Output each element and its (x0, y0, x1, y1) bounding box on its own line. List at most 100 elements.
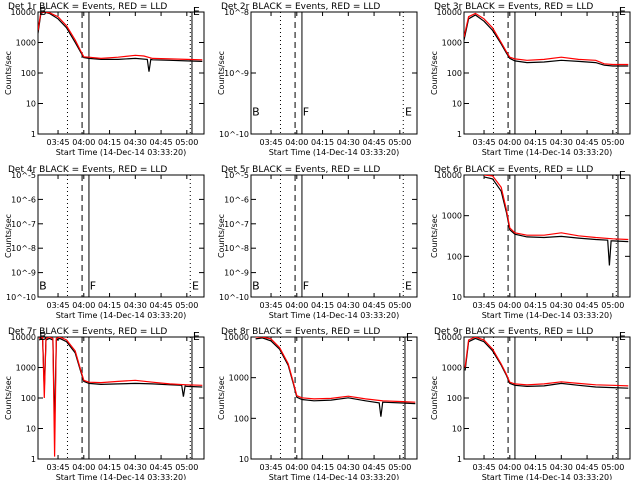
segment-label: F (303, 106, 309, 119)
x-tick-label: 05:00 (601, 301, 624, 310)
chart-panel-2: Det 2r BLACK = Events, RED = LLD 10^-10 10… (217, 2, 418, 157)
x-tick-label: 03:45 (473, 138, 496, 147)
chart-panel-4: Det 4r BLACK = Events, RED = LLD 10^-10 10… (4, 165, 205, 320)
panel-title: Det 1r BLACK = Events, RED = LLD (8, 2, 167, 12)
chart-panel-8: Det 8r BLACK = Events, RED = LLD 10 100 100… (217, 327, 418, 480)
series-line-events (38, 12, 203, 72)
x-tick-label: 04:15 (524, 138, 547, 147)
y-tick-label: 10 (26, 425, 36, 434)
y-axis-label: Counts/sec (217, 214, 226, 258)
segment-label: E (192, 280, 199, 293)
x-tick-label: 04:45 (576, 138, 599, 147)
x-tick-label: 04:30 (550, 138, 573, 147)
x-tick-label: 04:00 (285, 463, 308, 472)
y-tick-label: 10000 (224, 333, 249, 342)
x-tick-label: 04:15 (524, 463, 547, 472)
y-tick-label: 1000 (229, 374, 249, 383)
segment-label: B (252, 106, 260, 119)
series-line-events (464, 14, 629, 67)
x-tick-label: 04:15 (311, 301, 334, 310)
panel-title: Det 9r BLACK = Events, RED = LLD (434, 327, 593, 337)
plot-frame (37, 11, 205, 135)
x-tick-label: 04:30 (550, 463, 573, 472)
panel-title: Det 2r BLACK = Events, RED = LLD (221, 2, 380, 12)
plot-frame (250, 174, 418, 298)
segment-label: E (406, 331, 413, 344)
x-axis-label: Start Time (14-Dec-14 03:33:20) (482, 148, 613, 157)
x-tick-label: 04:45 (363, 463, 386, 472)
x-tick-label: 04:00 (285, 138, 308, 147)
x-tick-label: 04:00 (72, 463, 95, 472)
segment-label: F (303, 280, 309, 293)
x-tick-label: 04:00 (72, 138, 95, 147)
y-tick-label: 10 (452, 100, 462, 109)
panel-title: Det 6r BLACK = Events, RED = LLD (434, 165, 593, 175)
x-tick-label: 04:45 (150, 301, 173, 310)
y-axis-label: Counts/sec (4, 376, 13, 420)
y-tick-label: 10^-8 (11, 244, 36, 253)
x-tick-label: 04:00 (498, 138, 521, 147)
x-tick-label: 04:15 (311, 138, 334, 147)
segment-label: E (193, 330, 200, 343)
plot-frame (37, 174, 205, 298)
x-tick-label: 05:00 (175, 463, 198, 472)
plot-frame (250, 336, 418, 460)
segment-label: E (405, 106, 412, 119)
x-tick-label: 04:30 (337, 463, 360, 472)
segment-label: B (39, 280, 47, 293)
y-tick-label: 1000 (442, 212, 462, 221)
x-tick-label: 03:45 (473, 463, 496, 472)
x-axis-label: Start Time (14-Dec-14 03:33:20) (269, 148, 400, 157)
segment-label: B (39, 5, 47, 18)
y-tick-label: 10^-7 (11, 220, 36, 229)
x-tick-label: 04:45 (363, 138, 386, 147)
x-tick-label: 03:45 (47, 301, 70, 310)
y-tick-label: 10 (239, 455, 249, 464)
y-tick-label: 10^-7 (224, 220, 249, 229)
y-tick-label: 100 (234, 414, 249, 423)
chart-panel-9: Det 9r BLACK = Events, RED = LLD 1 10 100 10… (430, 327, 631, 480)
panel-title: Det 8r BLACK = Events, RED = LLD (221, 327, 380, 337)
x-tick-label: 04:30 (124, 463, 147, 472)
series-line-lld (464, 337, 629, 387)
x-tick-label: 04:45 (576, 301, 599, 310)
x-tick-label: 03:45 (260, 138, 283, 147)
y-tick-label: 10000 (437, 171, 462, 180)
chart-panel-1: Det 1r BLACK = Events, RED = LLD 1 10 100 10… (4, 2, 205, 157)
y-tick-label: 10^-8 (224, 8, 249, 17)
x-tick-label: 04:15 (98, 463, 121, 472)
series-line-lld (38, 337, 203, 457)
y-tick-label: 1 (457, 455, 462, 464)
y-axis-label: Counts/sec (430, 51, 439, 95)
y-axis-label: Counts/sec (217, 376, 226, 420)
x-tick-label: 05:00 (388, 138, 411, 147)
x-tick-label: 03:45 (260, 463, 283, 472)
x-tick-label: 05:00 (388, 301, 411, 310)
x-tick-label: 04:00 (498, 301, 521, 310)
plot-frame (250, 11, 418, 135)
y-tick-label: 1 (31, 455, 36, 464)
x-tick-label: 04:15 (98, 301, 121, 310)
x-axis-label: Start Time (14-Dec-14 03:33:20) (56, 148, 187, 157)
series-line-lld (464, 12, 629, 66)
series-line-events (38, 337, 203, 429)
segment-label: F (90, 280, 96, 293)
x-tick-label: 04:30 (124, 138, 147, 147)
y-tick-label: 10^-10 (6, 293, 36, 302)
x-tick-label: 03:45 (260, 301, 283, 310)
x-tick-label: 03:45 (47, 138, 70, 147)
y-axis-label: Counts/sec (4, 214, 13, 258)
y-tick-label: 10000 (11, 333, 36, 342)
y-axis-label: Counts/sec (217, 51, 226, 95)
y-tick-label: 10000 (437, 333, 462, 342)
y-tick-label: 10^-5 (11, 171, 36, 180)
segment-label: E (619, 169, 626, 182)
x-tick-label: 04:45 (363, 301, 386, 310)
series-line-lld (255, 337, 416, 403)
y-tick-label: 10^-8 (224, 244, 249, 253)
y-tick-label: 10^-10 (219, 293, 249, 302)
y-tick-label: 1 (31, 130, 36, 139)
x-tick-label: 04:30 (337, 138, 360, 147)
y-tick-label: 10^-9 (224, 69, 249, 78)
chart-panel-7: Det 7r BLACK = Events, RED = LLD 1 10 100 10… (4, 327, 205, 480)
